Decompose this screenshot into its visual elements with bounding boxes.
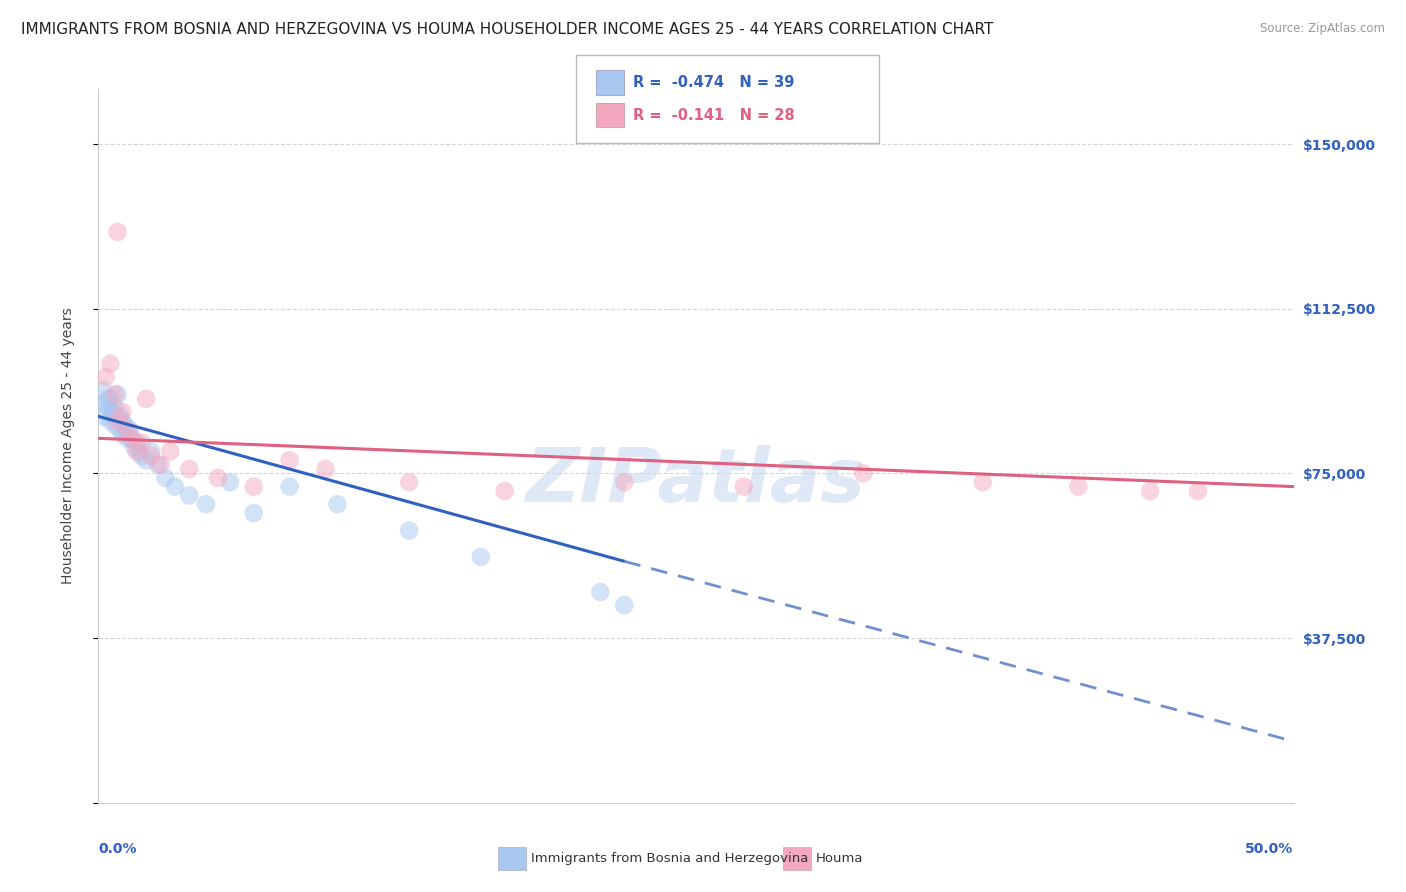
Point [131,449,153,463]
Point [135,453,157,467]
Point [114,418,136,433]
Text: ZIPatlas: ZIPatlas [526,445,866,518]
Point [131,435,153,450]
Y-axis label: Householder Income Ages 25 - 44 years: Householder Income Ages 25 - 44 years [60,308,75,584]
Point [398,524,420,538]
Point [128,444,150,458]
Point [111,414,134,428]
Point [108,423,131,437]
Point [972,475,994,490]
Point [121,431,143,445]
Point [179,462,201,476]
Point [1067,480,1090,494]
Point [139,444,162,458]
Point [125,435,148,450]
Point [470,549,492,564]
Point [91,383,114,397]
Point [104,387,127,401]
Point [107,225,129,239]
Point [1187,483,1209,498]
Point [148,458,170,472]
Text: Source: ZipAtlas.com: Source: ZipAtlas.com [1260,22,1385,36]
Text: R =  -0.474   N = 39: R = -0.474 N = 39 [633,75,794,89]
Point [98,357,122,371]
Point [98,414,122,428]
Point [326,497,349,511]
Point [101,405,124,419]
Point [107,387,129,401]
Point [97,401,120,415]
Point [243,480,266,494]
Point [852,467,875,481]
Point [195,497,218,511]
Point [98,392,122,406]
Point [97,392,120,406]
Text: 50.0%: 50.0% [1246,842,1294,855]
Text: IMMIGRANTS FROM BOSNIA AND HERZEGOVINA VS HOUMA HOUSEHOLDER INCOME AGES 25 - 44 : IMMIGRANTS FROM BOSNIA AND HERZEGOVINA V… [21,22,994,37]
Point [494,483,516,498]
Point [94,369,117,384]
Point [243,506,266,520]
Point [733,480,755,494]
Point [135,392,157,406]
Point [94,396,117,410]
Point [91,409,114,424]
Point [115,423,138,437]
Point [111,405,134,419]
Point [613,598,636,612]
Point [207,471,229,485]
Point [139,449,162,463]
Point [398,475,420,490]
Point [278,453,301,467]
Point [278,480,301,494]
Point [111,426,134,441]
Point [104,401,127,415]
Point [179,488,201,502]
Point [155,471,177,485]
Point [125,444,148,458]
Point [159,444,181,458]
Point [115,431,138,445]
Point [101,409,124,424]
Text: 0.0%: 0.0% [98,842,136,855]
Point [315,462,337,476]
Point [589,585,612,599]
Point [108,409,131,424]
Point [104,418,127,433]
Point [118,423,141,437]
Point [1139,483,1161,498]
Text: Immigrants from Bosnia and Herzegovina: Immigrants from Bosnia and Herzegovina [531,852,808,864]
Text: R =  -0.141   N = 28: R = -0.141 N = 28 [633,108,794,122]
Text: Houma: Houma [815,852,863,864]
Point [149,458,172,472]
Point [163,480,186,494]
Point [107,414,129,428]
Point [121,431,143,445]
Point [124,440,146,454]
Point [613,475,636,490]
Point [219,475,242,490]
